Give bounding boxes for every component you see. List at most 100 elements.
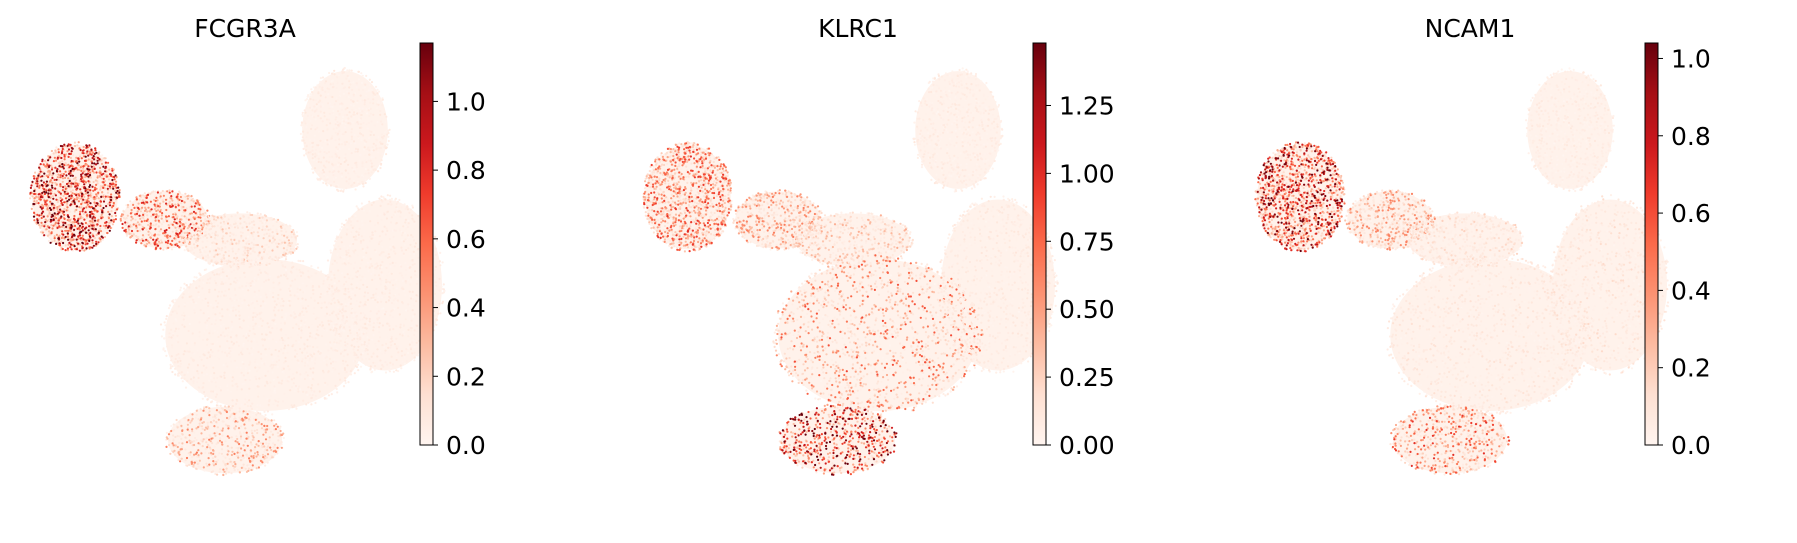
cell-point bbox=[271, 249, 274, 252]
cell-point bbox=[92, 171, 96, 174]
cell-point bbox=[77, 141, 80, 144]
cell-point bbox=[338, 342, 341, 345]
cell-point bbox=[109, 198, 113, 202]
cell-point bbox=[209, 245, 212, 248]
cell-point bbox=[305, 145, 308, 148]
cell-point bbox=[111, 167, 114, 170]
cell-point bbox=[291, 326, 295, 329]
cell-point bbox=[328, 357, 332, 360]
cell-point bbox=[358, 111, 361, 114]
cell-point bbox=[342, 326, 346, 329]
cell-point bbox=[265, 279, 268, 282]
cell-point bbox=[45, 165, 48, 168]
cell-point bbox=[377, 136, 380, 139]
cell-point bbox=[309, 122, 312, 125]
cell-point bbox=[197, 372, 200, 375]
cell-point bbox=[268, 239, 271, 242]
cell-point bbox=[168, 191, 171, 194]
cell-point bbox=[179, 289, 182, 292]
cell-point bbox=[204, 230, 207, 233]
cell-point bbox=[213, 377, 216, 380]
cell-point bbox=[313, 116, 316, 119]
cell-point bbox=[255, 383, 258, 386]
cell-point bbox=[264, 221, 267, 224]
cell-point bbox=[364, 170, 368, 173]
cell-point bbox=[369, 98, 373, 102]
cell-point bbox=[48, 209, 51, 212]
cell-point bbox=[371, 146, 374, 149]
cell-point bbox=[108, 201, 111, 204]
cell-point bbox=[43, 188, 46, 191]
cell-point bbox=[77, 200, 80, 203]
cell-point bbox=[236, 211, 239, 214]
cell-point bbox=[296, 274, 299, 277]
cell-point bbox=[303, 109, 306, 112]
cell-point bbox=[97, 191, 100, 194]
cell-point bbox=[100, 173, 103, 176]
cell-point bbox=[45, 220, 49, 223]
cell-point bbox=[91, 246, 94, 249]
cell-point bbox=[107, 161, 110, 164]
cell-point bbox=[346, 113, 349, 117]
cell-point bbox=[183, 282, 186, 285]
cell-point bbox=[323, 111, 326, 114]
cell-point bbox=[65, 225, 68, 228]
cell-point bbox=[235, 271, 238, 274]
cell-point bbox=[54, 220, 57, 223]
cell-point bbox=[311, 157, 314, 160]
cell-point bbox=[100, 162, 104, 165]
cell-point bbox=[211, 350, 214, 353]
cell-point bbox=[291, 279, 294, 282]
cell-point bbox=[168, 226, 171, 229]
cell-point bbox=[173, 339, 176, 342]
cell-point bbox=[49, 156, 52, 159]
cell-point bbox=[249, 361, 252, 364]
cell-point bbox=[45, 191, 48, 194]
cell-point bbox=[379, 105, 382, 108]
cell-point bbox=[84, 221, 87, 225]
cell-point bbox=[174, 330, 177, 333]
cell-point bbox=[249, 384, 253, 387]
cell-point bbox=[307, 151, 310, 154]
cell-point bbox=[170, 359, 173, 362]
cell-point bbox=[243, 220, 246, 224]
cell-point bbox=[49, 218, 53, 221]
cell-point bbox=[229, 390, 232, 393]
cell-point bbox=[273, 300, 276, 303]
cell-point bbox=[135, 212, 139, 215]
cell-point bbox=[234, 294, 237, 297]
cell-point bbox=[69, 218, 72, 222]
cell-point bbox=[294, 236, 297, 239]
cell-point bbox=[191, 248, 194, 251]
cell-point bbox=[146, 214, 149, 217]
cell-point bbox=[250, 259, 253, 262]
cell-point bbox=[199, 236, 202, 239]
cell-point bbox=[326, 274, 329, 277]
cell-point bbox=[83, 183, 86, 186]
cell-point bbox=[270, 241, 273, 244]
cell-point bbox=[203, 268, 206, 272]
cell-point bbox=[53, 204, 56, 207]
cell-point bbox=[268, 264, 271, 267]
cell-point bbox=[314, 357, 317, 360]
cell-point bbox=[175, 312, 179, 315]
cell-point bbox=[237, 333, 240, 336]
cell-point bbox=[288, 242, 291, 245]
cell-point bbox=[202, 312, 205, 315]
cell-point bbox=[59, 185, 62, 188]
cell-point bbox=[359, 312, 362, 315]
cell-point bbox=[77, 164, 80, 167]
cell-point bbox=[265, 271, 268, 275]
cell-point bbox=[314, 317, 317, 321]
cell-point bbox=[71, 147, 74, 150]
cell-point bbox=[347, 371, 350, 374]
cell-point bbox=[138, 229, 141, 232]
cell-point bbox=[73, 221, 76, 224]
cell-point bbox=[60, 215, 63, 218]
cell-point bbox=[313, 138, 316, 141]
cell-point bbox=[365, 74, 368, 77]
cell-point bbox=[344, 169, 347, 172]
cell-point bbox=[71, 189, 74, 192]
cell-point bbox=[83, 195, 86, 198]
cell-point bbox=[171, 230, 174, 233]
